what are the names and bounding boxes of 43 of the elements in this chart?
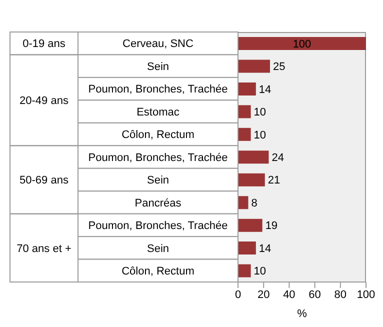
y-tick-label: Sein	[146, 242, 170, 255]
data-label: 10	[254, 129, 266, 142]
bar	[238, 60, 270, 73]
y-tick-label: Côlon, Rectum	[122, 265, 194, 278]
bar	[238, 218, 262, 232]
text: 20-49 ans	[20, 95, 69, 108]
y-tick-label: Pancréas	[134, 197, 182, 210]
data-label: 100	[292, 38, 312, 50]
bar	[238, 128, 251, 141]
y-tick-label: Estomac	[136, 106, 180, 118]
data-label: 25	[273, 61, 286, 74]
text: 0-19 ans	[22, 38, 66, 50]
bar	[238, 196, 248, 210]
bar	[238, 150, 269, 164]
y-tick-label: Poumon, Bronches, Trachée	[88, 152, 228, 164]
x-tick-label: 20	[257, 288, 270, 301]
x-tick-label: 40	[283, 288, 296, 301]
data-label: 24	[272, 152, 284, 164]
x-tick-label: 60	[308, 288, 321, 301]
bar	[238, 105, 251, 118]
y-tick-label: Sein	[146, 60, 170, 73]
data-label: 14	[258, 84, 272, 96]
bar	[238, 173, 265, 186]
text: 50-69 ans	[20, 174, 69, 187]
x-axis-title: %	[297, 308, 308, 320]
x-tick-label: 80	[334, 288, 347, 301]
x-tick-label: 100	[356, 288, 376, 301]
y-tick-label: Poumon, Bronches, Trachée	[88, 220, 228, 232]
y-tick-label: Côlon, Rectum	[122, 129, 194, 142]
bar	[238, 242, 256, 255]
y-tick-label: Cerveau, SNC	[122, 38, 194, 50]
y-tick-label: Poumon, Bronches, Trachée	[88, 84, 228, 96]
data-label: 19	[265, 220, 278, 232]
x-tick-label: 0	[234, 288, 242, 301]
data-label: 10	[254, 266, 266, 278]
y-tick-label: Sein	[146, 174, 170, 187]
data-label: 14	[258, 242, 272, 255]
text: 70 ans et +	[16, 242, 72, 255]
bar	[238, 264, 251, 278]
bar	[238, 82, 256, 96]
data-label: 10	[254, 106, 266, 119]
data-label: 21	[268, 174, 280, 187]
data-label: 8	[251, 197, 258, 210]
